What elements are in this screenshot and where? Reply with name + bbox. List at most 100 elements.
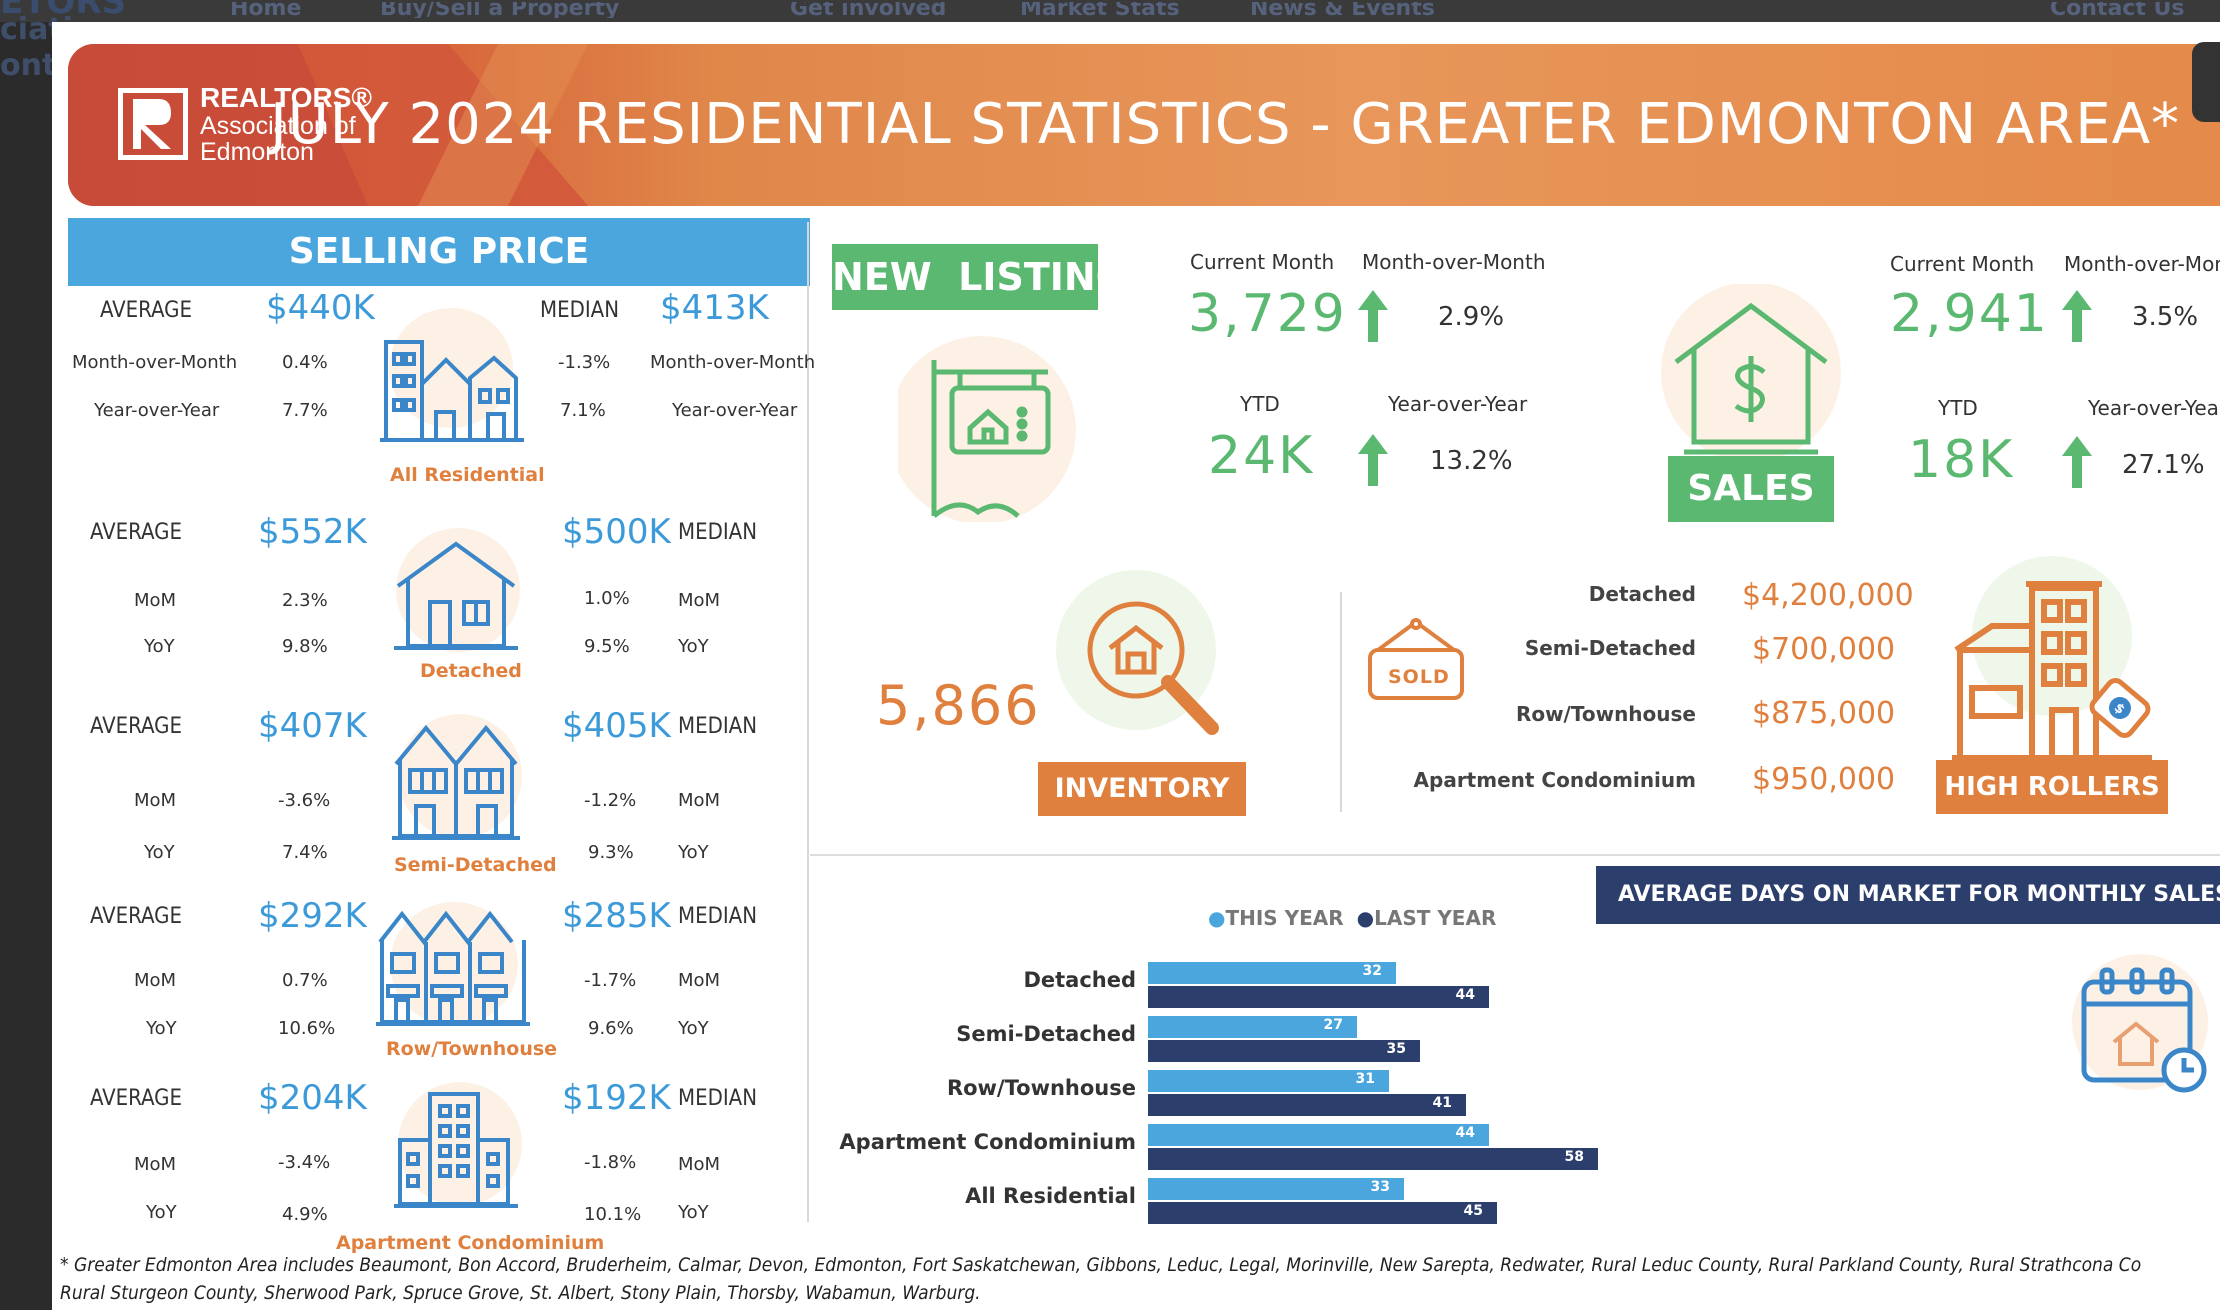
chart-category-label: Semi-Detached — [956, 1022, 1136, 1046]
sales-mom-label: Month-over-Mon — [2064, 252, 2220, 276]
background-nav-item[interactable]: News & Events — [1250, 2, 1435, 18]
sales-mom: 3.5% — [2132, 302, 2199, 332]
chart-bar-this-year: 31 — [1148, 1070, 1389, 1092]
up-arrow-icon — [2062, 436, 2092, 488]
chart-bar-this-year: 27 — [1148, 1016, 1357, 1038]
new-listings-yoy: 13.2% — [1430, 446, 1513, 476]
avg-mom-value: 0.7% — [282, 970, 328, 991]
chart-bar-last-year: 35 — [1148, 1040, 1420, 1062]
med-mom-value: -1.3% — [558, 352, 611, 373]
avg-yoy-value: 9.8% — [282, 636, 328, 657]
days-on-market-heading: AVERAGE DAYS ON MARKET FOR MONTHLY SALES — [1596, 866, 2220, 924]
median-label: MEDIAN — [678, 714, 757, 739]
sales-heading: SALES — [1668, 456, 1834, 522]
mom-label-right: MoM — [678, 1154, 721, 1175]
med-mom-value: 1.0% — [584, 588, 630, 609]
avg-mom-value: 0.4% — [282, 352, 328, 373]
background-nav-item[interactable]: Get involved — [790, 2, 947, 18]
med-yoy-value: 9.5% — [584, 636, 630, 657]
chart-bar-this-year: 33 — [1148, 1178, 1404, 1200]
mom-label: MoM — [134, 970, 177, 991]
high-rollers-heading: HIGH ROLLERS — [1936, 760, 2168, 814]
listing-sign-icon — [898, 336, 1076, 522]
selling-price-heading: SELLING PRICE — [68, 218, 810, 286]
new-listings-current-month: 3,729 — [1188, 284, 1347, 344]
sold-sign-text: SOLD — [1388, 666, 1450, 688]
inventory-value: 5,866 — [876, 674, 1041, 737]
legend-last-year: LAST YEAR — [1374, 906, 1497, 930]
infographic-card: REALTORS® Association of Edmonton JULY 2… — [52, 22, 2220, 1310]
mom-label-right: Month-over-Month — [650, 352, 816, 373]
high-roller-value: $875,000 — [1752, 696, 1896, 731]
med-mom-value: -1.8% — [584, 1152, 637, 1173]
yoy-label-right: YoY — [678, 842, 709, 863]
median-label: MEDIAN — [678, 1086, 757, 1111]
days-on-market-chart: Detached 32 44 Semi-Detached 27 35 Row/Townhou… — [810, 952, 1810, 1252]
column-divider — [807, 222, 809, 1222]
chart-bar-value-label: 44 — [1455, 987, 1475, 1003]
chart-bar-value-label: 31 — [1355, 1071, 1375, 1087]
average-label: AVERAGE — [90, 714, 183, 739]
banner-decoration — [68, 44, 588, 206]
chart-bar-value-label: 32 — [1362, 963, 1382, 979]
legend-dot-this-year-icon: ● — [1208, 906, 1226, 930]
chart-bar-last-year: 45 — [1148, 1202, 1497, 1224]
semi-detached-icon — [392, 714, 522, 840]
chart-bar-value-label: 58 — [1564, 1149, 1584, 1165]
new-listings-heading: NEW LISTINGS — [832, 244, 1154, 310]
side-tab[interactable] — [2192, 42, 2220, 122]
high-roller-label: Row/Townhouse — [1515, 702, 1696, 726]
avg-mom-value: 2.3% — [282, 590, 328, 611]
median-label: MEDIAN — [678, 520, 757, 545]
chart-bar-last-year: 58 — [1148, 1148, 1598, 1170]
med-yoy-value: 10.1% — [584, 1204, 642, 1225]
chart-category-label: All Residential — [965, 1184, 1136, 1208]
med-yoy-value: 7.1% — [560, 400, 606, 421]
mom-label: MoM — [134, 790, 177, 811]
new-listings-current-month-label: Current Month — [1190, 250, 1335, 274]
average-value: $204K — [258, 1078, 367, 1118]
banner: REALTORS® Association of Edmonton JULY 2… — [68, 44, 2220, 206]
average-value: $440K — [266, 288, 375, 328]
new-listings-ytd-label: YTD — [1240, 392, 1280, 416]
sales-house-icon — [1661, 284, 1841, 462]
group-caption: Semi-Detached — [394, 854, 557, 876]
high-roller-value: $4,200,000 — [1742, 578, 1914, 613]
yoy-label: YoY — [144, 842, 175, 863]
chart-bar-value-label: 33 — [1370, 1179, 1390, 1195]
background-nav-item[interactable]: Home — [230, 2, 302, 18]
avg-mom-value: -3.6% — [278, 790, 331, 811]
yoy-label: Year-over-Year — [94, 400, 220, 421]
mom-label-right: MoM — [678, 790, 721, 811]
background-nav-item[interactable]: Market Stats — [1020, 2, 1180, 18]
mom-label: MoM — [134, 1154, 177, 1175]
houses-icon — [380, 308, 524, 442]
median-label: MEDIAN — [678, 904, 757, 929]
background-nav-item[interactable]: Contact Us — [2050, 2, 2185, 18]
sales-ytd: 18K — [1908, 430, 2015, 490]
average-label: AVERAGE — [90, 520, 183, 545]
median-label: MEDIAN — [540, 298, 619, 323]
med-yoy-value: 9.3% — [588, 842, 634, 863]
legend-this-year: THIS YEAR — [1225, 906, 1344, 930]
house-icon — [394, 528, 520, 652]
median-value: $192K — [562, 1078, 671, 1118]
background-nav: Home Buy/Sell a Property Get involved Ma… — [230, 2, 2220, 18]
chart-bar-last-year: 41 — [1148, 1094, 1466, 1116]
new-listings-ytd: 24K — [1208, 426, 1315, 486]
up-arrow-icon — [1358, 434, 1388, 486]
sales-ytd-label: YTD — [1938, 396, 1978, 420]
calendar-house-icon — [2072, 954, 2208, 1093]
chart-bar-value-label: 41 — [1432, 1095, 1452, 1111]
apartment-icon — [394, 1082, 522, 1208]
median-value: $405K — [562, 706, 671, 746]
logo-line2: Association of — [200, 112, 356, 140]
average-label: AVERAGE — [100, 298, 193, 323]
yoy-label-right: YoY — [678, 1202, 709, 1223]
chart-bar-value-label: 45 — [1463, 1203, 1483, 1219]
sales-yoy: 27.1% — [2122, 450, 2205, 480]
chart-bar-value-label: 35 — [1386, 1041, 1406, 1057]
background-nav-item[interactable]: Buy/Sell a Property — [380, 2, 620, 18]
background-left-strip — [0, 22, 52, 1310]
up-arrow-icon — [1358, 290, 1388, 342]
